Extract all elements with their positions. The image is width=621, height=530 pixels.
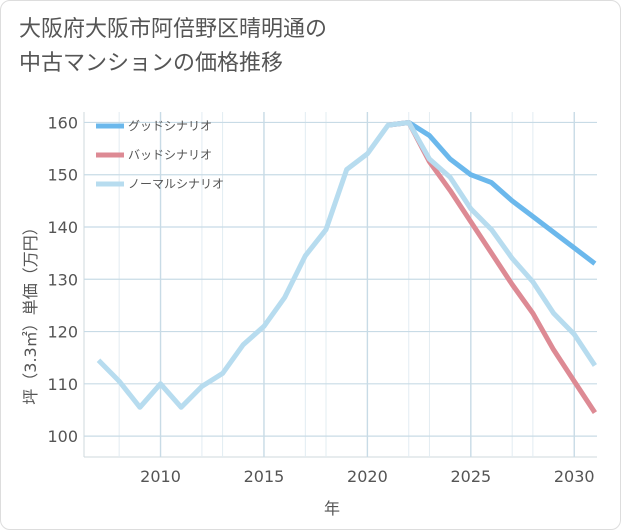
y-axis-title: 坪（3.3㎡）単価（万円） <box>21 219 40 404</box>
y-tick-label: 140 <box>47 218 78 237</box>
y-tick-label: 110 <box>47 375 78 394</box>
x-tick-label: 2025 <box>450 467 491 486</box>
grid-lines <box>83 112 597 458</box>
y-tick-label: 120 <box>47 323 78 342</box>
x-tick-label: 2010 <box>140 467 181 486</box>
y-tick-label: 100 <box>47 427 78 446</box>
chart-title-line-1: 大阪府大阪市阿倍野区晴明通の <box>19 17 328 42</box>
x-tick-label: 2020 <box>347 467 388 486</box>
y-tick-label: 130 <box>47 270 78 289</box>
series-lines <box>96 120 597 414</box>
x-tick-label: 2030 <box>554 467 595 486</box>
series-line-1 <box>387 120 597 266</box>
chart-title-line-2: 中古マンションの価格推移 <box>19 51 284 76</box>
x-axis-title: 年 <box>324 499 340 518</box>
y-tick-label: 150 <box>47 166 78 185</box>
legend-label: ノーマルシナリオ <box>128 177 224 191</box>
tick-labels: 2010 2015 2020 2025 2030 100 110 120 130 140 150 16… <box>47 113 594 486</box>
legend-label: グッドシナリオ <box>128 119 212 133</box>
series-line-3 <box>96 120 597 410</box>
x-tick-label: 2015 <box>244 467 285 486</box>
chart-title: 大阪府大阪市阿倍野区晴明通の 中古マンションの価格推移 <box>19 13 327 81</box>
series-line-2 <box>387 120 597 414</box>
legend-label: バッドシナリオ <box>128 148 212 162</box>
y-tick-label: 160 <box>47 113 78 132</box>
